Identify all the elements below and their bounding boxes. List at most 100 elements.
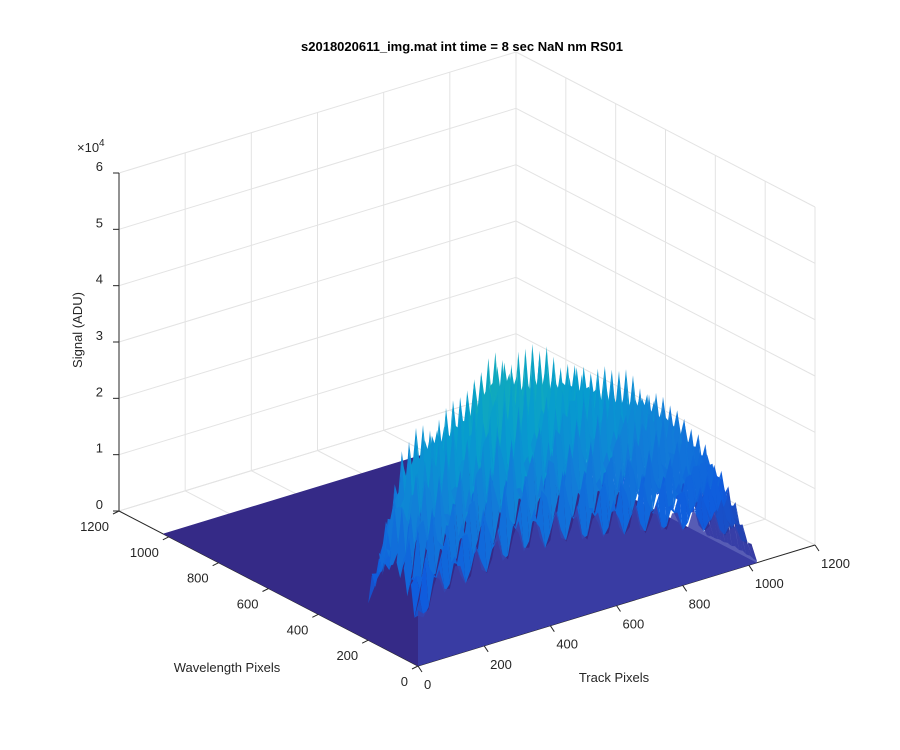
surface-patch (400, 462, 409, 512)
surface-patch (511, 439, 521, 524)
surface-patch (425, 557, 434, 608)
surface-patch (610, 499, 620, 527)
surface-patch (403, 537, 413, 597)
surface-patch (695, 492, 704, 532)
surface-patch (389, 509, 399, 566)
surface-patch (513, 407, 522, 500)
gridline-back-wall-horizontal (118, 107, 517, 230)
gridline-side-wall-horizontal (515, 276, 816, 433)
surface-patch (530, 508, 540, 538)
surface-patch (488, 425, 498, 478)
y-tick-mark (312, 613, 319, 618)
x-tick-mark (748, 564, 754, 572)
surface-patch (414, 514, 424, 547)
surface-patch (439, 441, 448, 504)
surface-patch (633, 402, 642, 452)
surface-patch (567, 417, 577, 460)
surface-patch (557, 471, 567, 540)
y-tick-mark (162, 536, 170, 541)
surface-patch (620, 482, 630, 536)
surface-patch (707, 482, 717, 521)
surface-patch (382, 532, 392, 576)
surface-patch (709, 477, 718, 513)
surface-patch (416, 461, 425, 517)
surface-patch (569, 443, 579, 517)
surface-patch (467, 390, 476, 468)
z-tick-label: 3 (96, 328, 103, 343)
surface-patch (548, 459, 558, 523)
surface-patch (629, 438, 639, 496)
surface-patch (474, 500, 484, 540)
surface-patch (670, 457, 680, 509)
surface-patch (684, 429, 694, 482)
surface-patch (504, 400, 514, 484)
x-tick-mark (483, 645, 489, 653)
surface-patch (396, 506, 406, 579)
gridline-back-wall-horizontal (118, 220, 517, 343)
surface-patch (479, 508, 489, 539)
surface-patch (626, 493, 635, 520)
tick-labels: 0200400600800100012000200400600800100012… (80, 159, 850, 692)
surface-patch (467, 439, 477, 507)
surface-patch (371, 552, 381, 587)
surface-patch (401, 496, 411, 556)
surface-patch (656, 430, 665, 494)
surface-patch (539, 427, 549, 491)
surface-patch (582, 452, 591, 478)
surface-patch (488, 528, 498, 550)
surface-patch (518, 407, 528, 499)
surface-patch (686, 474, 695, 516)
surface-patch (497, 435, 507, 514)
surface-patch (417, 520, 427, 578)
surface-patch (673, 493, 683, 531)
surface-patch (451, 556, 461, 575)
surface-patch (432, 508, 441, 574)
surface-patch (511, 383, 521, 465)
surface-patch (649, 449, 658, 512)
surface-patch (481, 466, 491, 509)
surface-patch (597, 379, 607, 450)
y-tick-mark (262, 588, 269, 592)
surface-patch (702, 482, 711, 521)
surface-patch (583, 473, 593, 536)
x-tick-mark (417, 665, 423, 673)
y-tick-mark (361, 639, 369, 644)
y-tick-label: 200 (336, 648, 358, 663)
surface-patch (597, 414, 607, 490)
surface-patch (592, 414, 602, 493)
surface-patch (455, 470, 464, 543)
surface-patch (677, 441, 687, 493)
surface-patch (550, 429, 560, 497)
surface-patch (605, 482, 614, 528)
surface-patch (499, 484, 508, 561)
surface-patch (626, 415, 635, 465)
surface-patch (520, 486, 530, 552)
surface-patch (700, 492, 710, 532)
x-tick-mark (616, 605, 621, 612)
x-tick-label: 200 (490, 657, 512, 672)
surface-patch (622, 458, 632, 515)
surface-patch (698, 465, 708, 496)
surface-patch (440, 535, 450, 593)
surface-patch (619, 433, 628, 483)
z-tick-label: 5 (96, 215, 103, 230)
surface-patch (437, 460, 447, 502)
surface-patch (424, 480, 434, 542)
surface-patch (636, 423, 646, 480)
surface-patch (525, 383, 535, 477)
surface-front-face (418, 500, 757, 666)
surface-patch (432, 457, 441, 521)
surface-patch (562, 471, 572, 540)
surface-patch (453, 426, 462, 505)
surface-patch (419, 557, 429, 618)
gridline-back-wall-horizontal (118, 389, 517, 512)
gridline-side-wall-horizontal (515, 333, 816, 490)
surface-patch (527, 454, 537, 526)
gridline-back-wall-horizontal (118, 51, 517, 174)
surface-patch (668, 504, 678, 520)
surface-patch (583, 398, 593, 476)
gridline-back-wall-horizontal (118, 164, 517, 287)
surface-patch (532, 454, 542, 515)
surface-patch (604, 394, 614, 472)
